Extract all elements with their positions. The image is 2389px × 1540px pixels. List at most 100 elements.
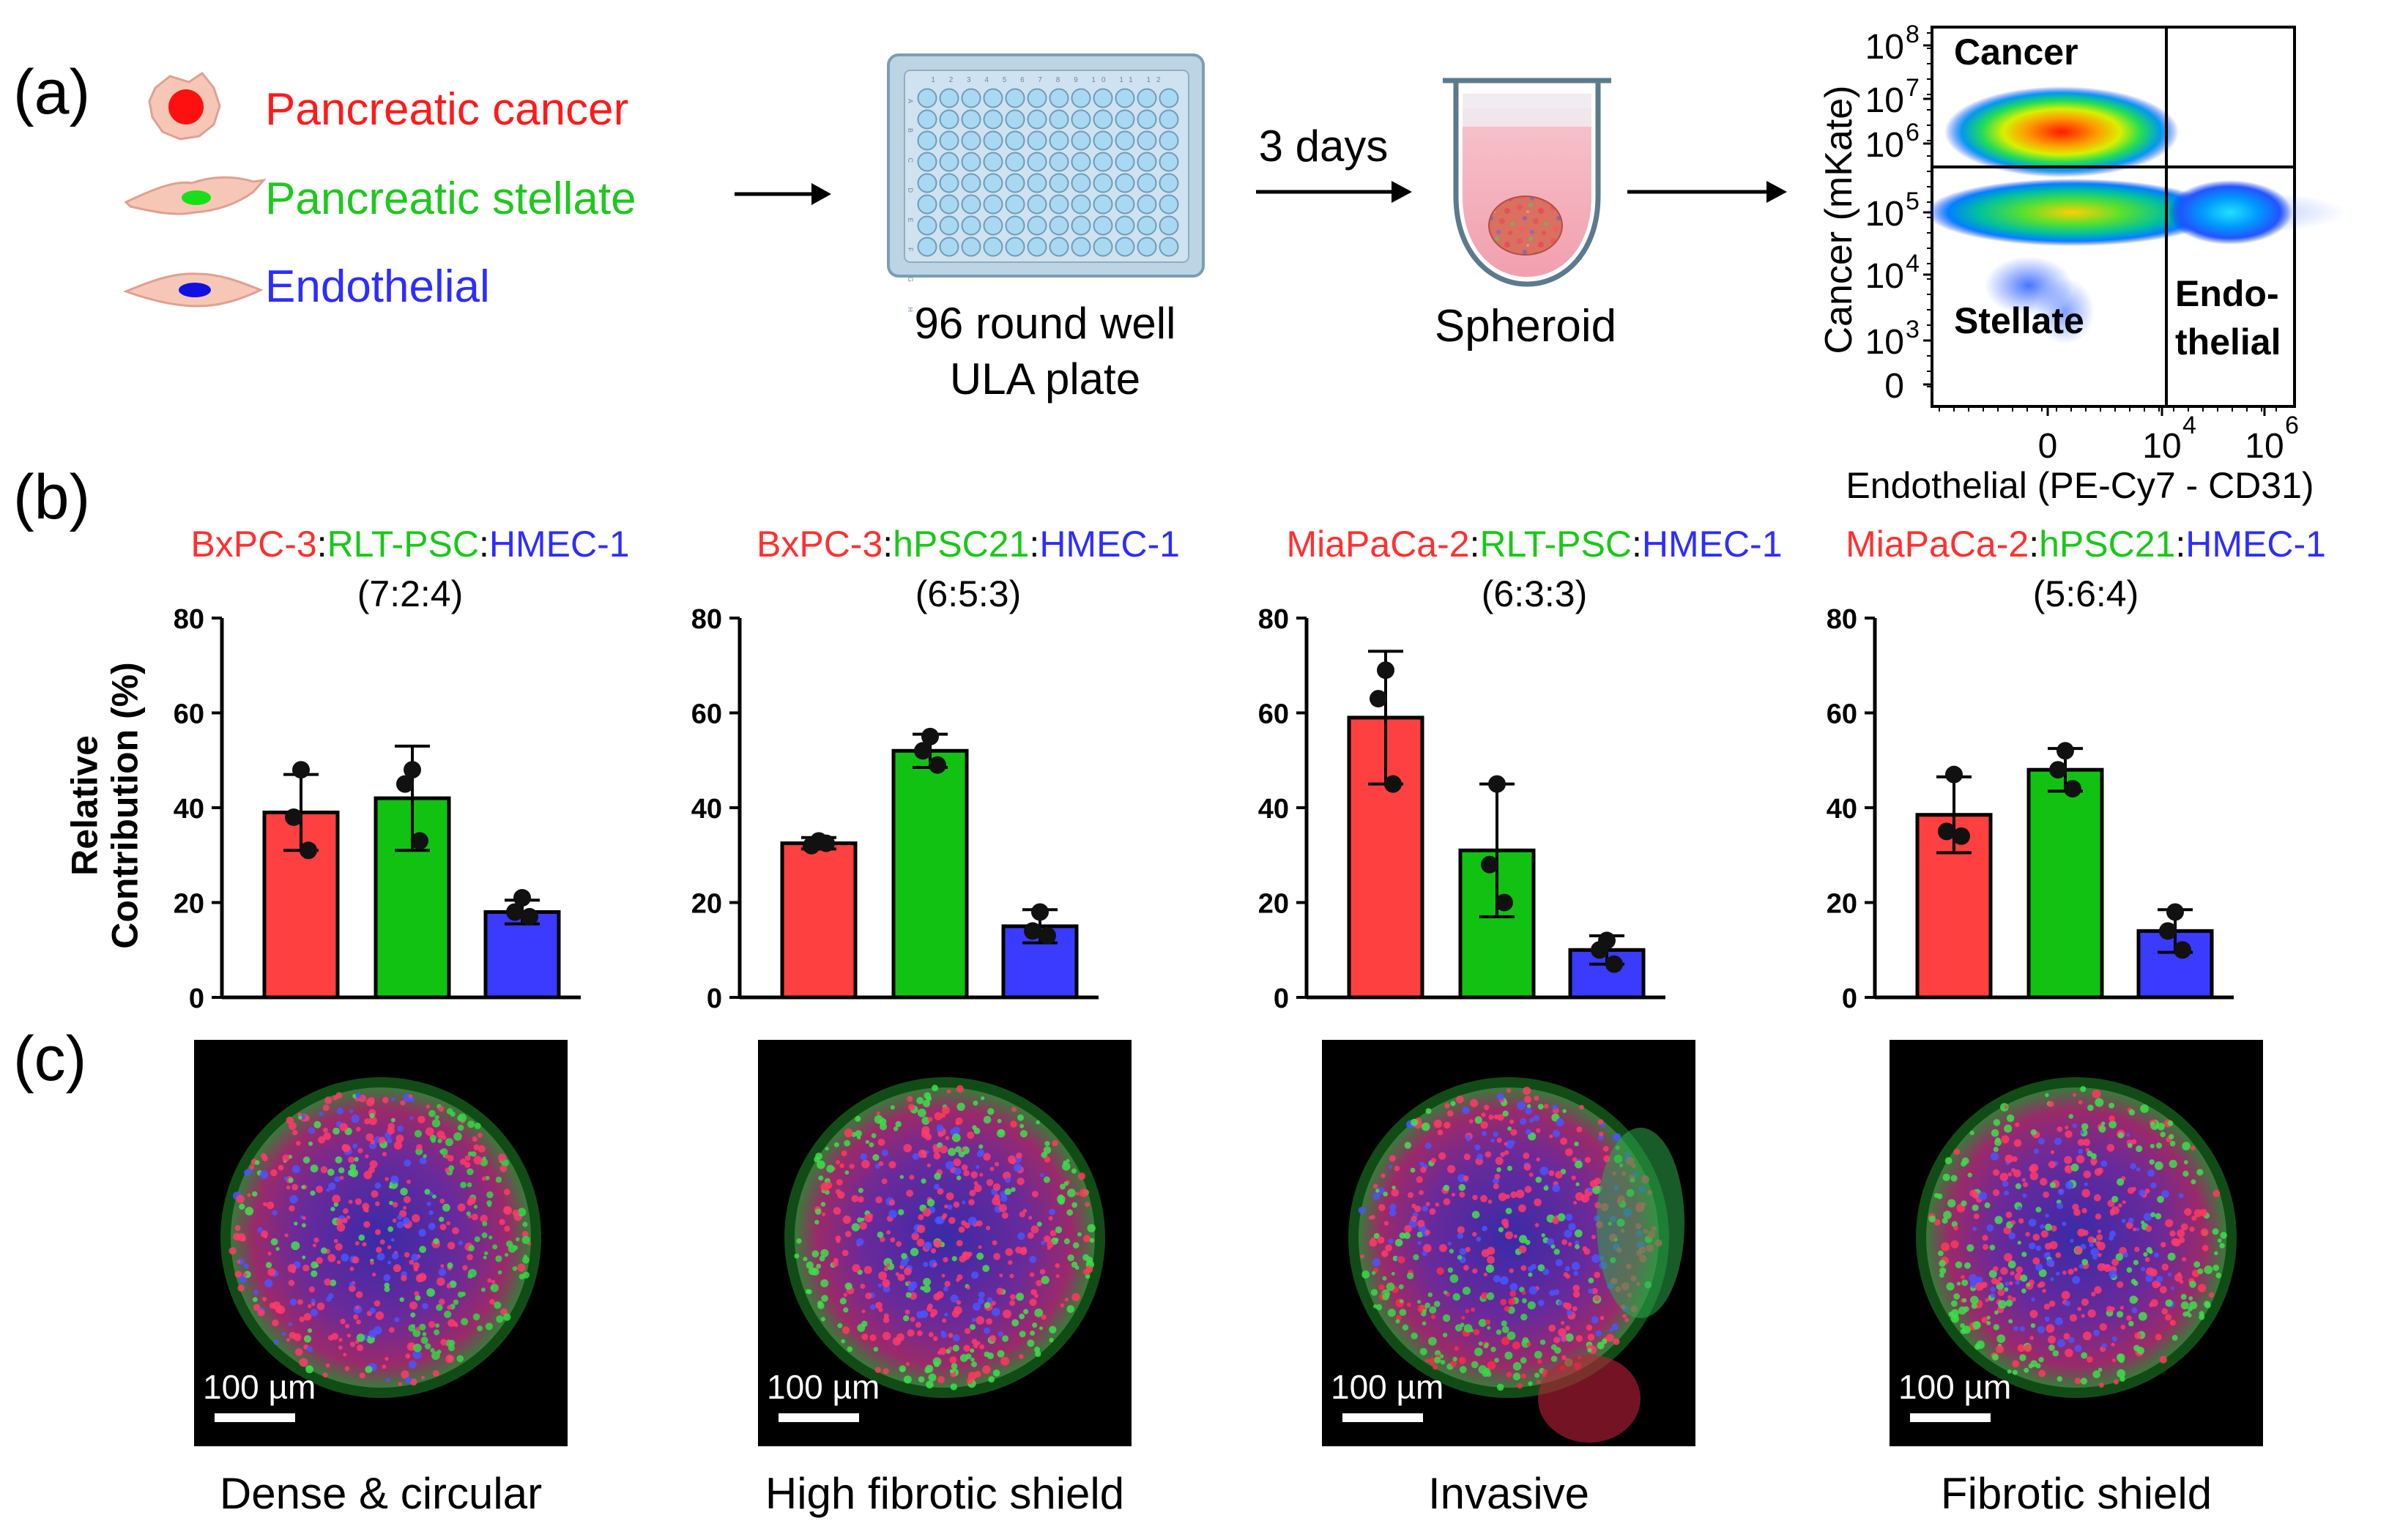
spheroid-cell (1973, 1213, 1980, 1219)
spheroid-cell (1382, 1292, 1389, 1301)
spheroid-cell (301, 1185, 305, 1189)
spheroid-cell (927, 1117, 933, 1122)
flow-quadrant-stellate: Stellate (1954, 300, 2084, 341)
spheroid-cell (1518, 1235, 1528, 1243)
spheroid-cell (1498, 1192, 1507, 1202)
spheroid-cell (249, 1165, 254, 1170)
spheroid-cell (2115, 1253, 2123, 1261)
spheroid-cell (896, 1333, 904, 1342)
spheroid-cell (270, 1169, 278, 1177)
spheroid-cell (485, 1175, 490, 1180)
spheroid-cell (968, 1199, 975, 1206)
spheroid-cell (1454, 1346, 1459, 1351)
chart-y-tick-label: 80 (1258, 604, 1289, 635)
spheroid-cell (2004, 1105, 2008, 1109)
spheroid-cell (2133, 1280, 2139, 1287)
spheroid-cell (1983, 1243, 1989, 1250)
spheroid-cell (1534, 1223, 1539, 1227)
spheroid-cell (2074, 1246, 2083, 1254)
spheroid-cell (1041, 1314, 1047, 1320)
spheroid-cell (2064, 1156, 2073, 1164)
chart-y-tick-label: 60 (1258, 699, 1289, 730)
spheroid-cell (234, 1271, 242, 1278)
spheroid-cell (310, 1309, 318, 1317)
spheroid-cell (954, 1306, 962, 1315)
spheroid-cell (1383, 1221, 1389, 1226)
spheroid-cell (311, 1302, 316, 1306)
micrograph-caption: Invasive (1428, 1469, 1589, 1518)
spheroid-cell (1976, 1276, 1983, 1284)
spheroid-cell (1039, 1268, 1046, 1275)
spheroid-cell (2191, 1179, 2196, 1185)
spheroid-cell (291, 1241, 300, 1251)
spheroid-cell (1557, 1213, 1566, 1221)
spheroid-cell (942, 1106, 950, 1115)
spheroid-cell (1994, 1139, 2002, 1147)
spheroid-cell (492, 1244, 498, 1250)
spheroid-cell (1044, 1235, 1051, 1243)
spheroid-cell (1066, 1305, 1074, 1313)
spheroid-cell (428, 1321, 436, 1328)
spheroid-cell (2188, 1296, 2193, 1301)
spheroid-cell (267, 1251, 272, 1256)
chart-title-part: MiaPaCa-2 (1846, 524, 2029, 565)
spheroid-cell (397, 1214, 403, 1221)
chart-data-point (300, 841, 317, 860)
spheroid-cell (409, 1116, 414, 1120)
plate-well (1137, 109, 1157, 130)
chart-title: BxPC-3:RLT-PSC:HMEC-1 (190, 524, 629, 565)
plate-well (1159, 152, 1179, 172)
spheroid-cell (422, 1331, 427, 1336)
spheroid-cell (958, 1226, 965, 1233)
spheroid-cell (976, 1164, 980, 1169)
spheroid-cell (1417, 1219, 1425, 1227)
spheroid-cell (904, 1309, 910, 1315)
spheroid-cell (504, 1225, 510, 1232)
spheroid-cell (1594, 1271, 1601, 1279)
spheroid-cell (401, 1370, 409, 1379)
spheroid-cell (1575, 1335, 1583, 1342)
spheroid-cell (399, 1297, 404, 1302)
spheroid-cell (928, 1373, 937, 1382)
spheroid-cell (861, 1309, 866, 1314)
spheroid-cell (368, 1116, 377, 1126)
plate-well (1137, 88, 1157, 108)
spheroid-cell (2157, 1123, 2165, 1131)
spheroid-cell (405, 1353, 411, 1359)
spheroid-cell (389, 1200, 393, 1205)
chart-title-part: RLT-PSC (1479, 524, 1631, 565)
spheroid-cell (1984, 1202, 1991, 1208)
spheroid-cell (858, 1188, 863, 1194)
spheroid-cell (2032, 1233, 2040, 1241)
spheroid-cell (318, 1136, 326, 1144)
spheroid-cell (1028, 1216, 1033, 1220)
spheroid-cell (920, 1310, 929, 1318)
spheroid-cell (365, 1154, 369, 1158)
spheroid-cell (482, 1156, 486, 1161)
spheroid-cell (419, 1246, 426, 1254)
spheroid-cell (481, 1232, 488, 1238)
spheroid-cell (1549, 1134, 1553, 1139)
spheroid-cell (434, 1115, 439, 1120)
spheroid-cell (2096, 1234, 2103, 1241)
spheroid-cell (316, 1257, 323, 1265)
plate-well (1049, 130, 1069, 151)
spheroid-cell (232, 1232, 241, 1241)
plate-well (1005, 215, 1025, 236)
spheroid-cell (1391, 1271, 1395, 1276)
spheroid-cell (2095, 1240, 2101, 1246)
spheroid-cell (1375, 1303, 1383, 1311)
spheroid-cell (2145, 1225, 2152, 1232)
spheroid-cell (355, 1306, 360, 1310)
plate-well (961, 109, 981, 130)
spheroid-cell (2126, 1315, 2132, 1321)
spheroid-cell (1507, 1126, 1512, 1131)
spheroid-cell (1067, 1254, 1074, 1262)
spheroid-cell (939, 1145, 948, 1154)
spheroid-cell (1572, 1290, 1580, 1298)
spheroid-cell (1535, 1176, 1542, 1183)
plate-well (983, 109, 1003, 130)
spheroid-cell (2048, 1335, 2056, 1344)
spheroid-cell (861, 1159, 870, 1169)
spheroid-cell (1443, 1198, 1451, 1205)
